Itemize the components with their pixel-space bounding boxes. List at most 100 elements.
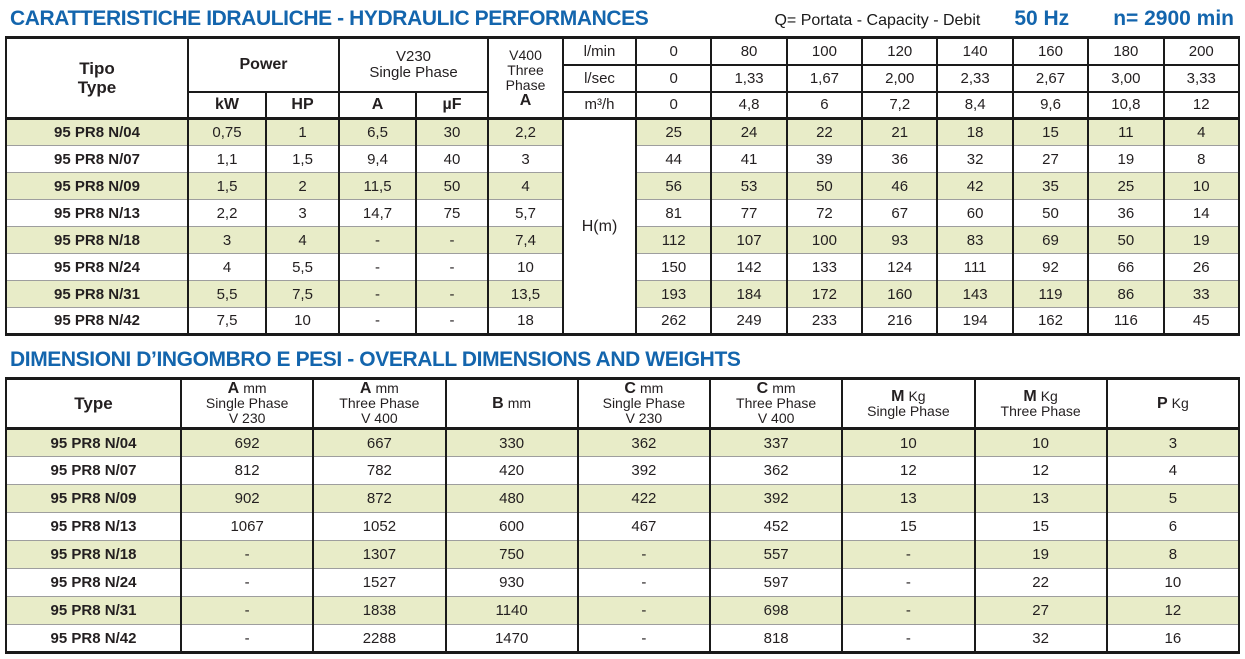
flow-value-cell: 140	[936, 37, 1013, 66]
uf-cell: 50	[415, 172, 489, 200]
dimension-value-cell: 818	[708, 624, 843, 653]
head-value-cell: 19	[1162, 226, 1239, 254]
flow-value-cell: 180	[1087, 37, 1164, 66]
v230-header: V230 Single Phase	[338, 37, 489, 93]
dimension-value-cell: -	[179, 540, 314, 569]
dimension-letter: A	[359, 380, 372, 397]
flow-value-cell: 0	[635, 91, 712, 120]
dimension-value-cell: 930	[444, 568, 578, 597]
flow-value-cell: 10,8	[1087, 91, 1164, 120]
head-value-cell: 36	[1087, 199, 1164, 227]
head-value-cell: 56	[635, 172, 712, 200]
dimension-value-cell: 330	[444, 428, 578, 457]
a400-cell: 13,5	[487, 280, 564, 308]
head-value-cell: 25	[1087, 172, 1164, 200]
a230-cell: 9,4	[338, 145, 417, 173]
pump-performance-row: 95 PR8 N/31 5,5 7,5- -13,5 193 184 172 160 143 11…	[5, 280, 1239, 308]
dimension-phase-line: Three Phase	[339, 395, 420, 411]
flow-value-cell: 8,4	[936, 91, 1013, 120]
type-header: Type	[5, 378, 181, 430]
dimension-value-cell: 362	[708, 456, 843, 485]
dimension-value-cell: 902	[179, 484, 314, 513]
v400-line3: Phase	[505, 77, 546, 93]
head-value-cell: 67	[861, 199, 938, 227]
flow-legend: Q= Portata - Capacity - Debit	[774, 12, 981, 29]
kw-cell: 1,1	[187, 145, 266, 173]
dimension-value-cell: -	[179, 596, 314, 625]
head-value-cell: 249	[710, 307, 787, 335]
hp-cell: 10	[264, 307, 340, 335]
pump-dimension-row: 95 PR8 N/18-1307 750-557-19 8	[5, 540, 1239, 569]
a400-cell: 2,2	[487, 118, 564, 146]
flow-value-cell: 9,6	[1011, 91, 1089, 120]
dimension-value-cell: -	[841, 596, 975, 625]
dimension-unit: mm	[772, 380, 796, 396]
dimension-column-header: M Kg Three Phase	[973, 378, 1107, 430]
flow-value-cell: 120	[861, 37, 938, 66]
flow-value-cell: 160	[1011, 37, 1089, 66]
head-value-cell: 262	[635, 307, 712, 335]
hydraulic-performances-title: CARATTERISTICHE IDRAULICHE - HYDRAULIC P…	[10, 7, 649, 30]
head-value-cell: 39	[785, 145, 863, 173]
dimension-value-cell: 692	[179, 428, 314, 457]
pump-type-cell: 95 PR8 N/09	[5, 484, 181, 513]
head-value-cell: 33	[1162, 280, 1239, 308]
uf-cell: 40	[415, 145, 489, 173]
pump-type-cell: 95 PR8 N/04	[5, 428, 181, 457]
single-phase-label: Single Phase	[369, 63, 458, 81]
dimension-value-cell: 392	[576, 456, 710, 485]
flow-value-cell: 6	[785, 91, 863, 120]
head-value-cell: 216	[861, 307, 938, 335]
head-value-cell: 100	[785, 226, 863, 254]
dimension-value-cell: -	[576, 596, 710, 625]
flow-value-cell: 1,33	[710, 64, 787, 93]
a400-cell: 5,7	[487, 199, 564, 227]
head-value-cell: 77	[710, 199, 787, 227]
kw-cell: 4	[187, 253, 266, 281]
dimension-value-cell: 16	[1105, 624, 1239, 653]
dimension-letter: C	[624, 380, 636, 397]
dimension-letter: C	[756, 380, 769, 397]
v400-amp-label: A	[519, 92, 532, 109]
head-value-cell: 8	[1162, 145, 1239, 173]
head-value-cell: 111	[936, 253, 1013, 281]
dimension-value-cell: -	[841, 568, 975, 597]
dimension-value-cell: 19	[973, 540, 1107, 569]
dimension-value-cell: 27	[973, 596, 1107, 625]
dimension-value-cell: 32	[973, 624, 1107, 653]
pump-type-cell: 95 PR8 N/13	[5, 512, 181, 541]
kw-cell: 1,5	[187, 172, 266, 200]
dimension-value-cell: 1307	[312, 540, 446, 569]
a400-cell: 18	[487, 307, 564, 335]
hp-cell: 1,5	[264, 145, 340, 173]
head-value-cell: 172	[785, 280, 863, 308]
pump-type-cell: 95 PR8 N/18	[5, 540, 181, 569]
dimension-unit: Kg	[1040, 387, 1058, 404]
dimension-value-cell: 362	[576, 428, 710, 457]
head-value-cell: 50	[785, 172, 863, 200]
flow-value-cell: 200	[1162, 37, 1239, 66]
dimension-letter-line: M Kg	[978, 387, 1104, 404]
head-value-cell: 4	[1162, 118, 1239, 146]
hp-cell: 1	[264, 118, 340, 146]
dimension-value-cell: 422	[576, 484, 710, 513]
head-value-cell: 26	[1162, 253, 1239, 281]
head-value-cell: 14	[1162, 199, 1239, 227]
head-value-cell: 150	[635, 253, 712, 281]
dimension-value-cell: 5	[1105, 484, 1239, 513]
head-value-cell: 86	[1087, 280, 1164, 308]
flow-row-m3h: kW HP A µF m³/h 0 4,8 6 7,2 8,4 9,6 10,8 12	[6, 91, 1239, 120]
pump-type-cell: 95 PR8 N/13	[5, 199, 188, 227]
head-value-cell: 45	[1162, 307, 1239, 335]
dimension-value-cell: -	[179, 568, 314, 597]
dimension-letter: P	[1156, 395, 1168, 412]
dimension-unit: mm	[507, 395, 532, 411]
flow-value-cell: 2,67	[1011, 64, 1089, 93]
pump-performance-row: 95 PR8 N/04 0,75 1 6,5 30 2,2 H(m) 25 24 22 21 18 15…	[5, 118, 1239, 335]
head-value-cell: 162	[1011, 307, 1089, 335]
